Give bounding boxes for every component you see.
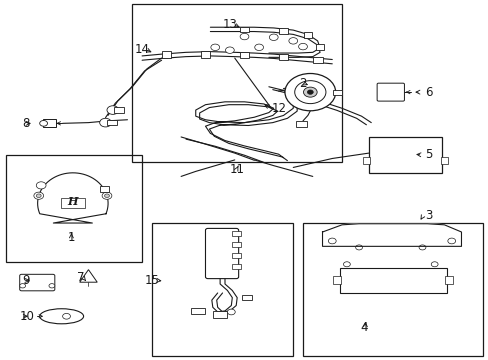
Circle shape [307, 90, 313, 94]
Bar [240, 27, 248, 32]
FancyBboxPatch shape [205, 228, 238, 279]
Circle shape [447, 238, 455, 244]
Bar [190, 308, 205, 314]
Bar [303, 223, 483, 356]
Circle shape [298, 43, 307, 50]
Bar [212, 311, 227, 318]
Polygon shape [322, 224, 461, 246]
Bar [440, 157, 447, 163]
Bar [242, 295, 251, 301]
Circle shape [36, 194, 41, 198]
Bar [362, 157, 369, 163]
Circle shape [355, 245, 362, 250]
Bar [152, 223, 293, 356]
Text: 4: 4 [360, 320, 367, 333]
Circle shape [40, 121, 47, 126]
Circle shape [303, 87, 317, 97]
Bar [161, 51, 171, 58]
Text: 10: 10 [19, 310, 34, 323]
Bar [231, 231, 240, 236]
Circle shape [343, 262, 349, 267]
Bar [114, 107, 124, 113]
Bar [296, 121, 306, 127]
Text: 11: 11 [229, 163, 244, 176]
Bar [231, 253, 240, 258]
Circle shape [285, 73, 335, 111]
Bar [332, 90, 341, 95]
Circle shape [34, 192, 43, 199]
Bar [200, 51, 210, 58]
Bar [445, 276, 452, 284]
Text: 6: 6 [424, 86, 431, 99]
Text: 14: 14 [134, 42, 149, 55]
Bar [42, 120, 56, 127]
Bar [100, 186, 109, 192]
Bar [315, 44, 324, 50]
Circle shape [328, 238, 335, 244]
Bar [231, 264, 240, 269]
Bar [312, 57, 322, 63]
Circle shape [227, 309, 235, 315]
Circle shape [240, 33, 248, 40]
Text: 5: 5 [424, 148, 431, 161]
Circle shape [104, 194, 109, 198]
Circle shape [418, 245, 425, 250]
Bar [61, 198, 85, 208]
Circle shape [288, 38, 297, 44]
Bar [339, 268, 446, 293]
Circle shape [210, 44, 219, 50]
Text: 1: 1 [67, 231, 75, 244]
Circle shape [102, 192, 112, 199]
Circle shape [225, 47, 234, 53]
Text: 8: 8 [22, 117, 30, 130]
Text: 3: 3 [424, 210, 431, 222]
Text: 13: 13 [222, 18, 237, 31]
Circle shape [36, 182, 46, 189]
Bar [231, 242, 240, 247]
Bar [278, 54, 288, 60]
Bar [107, 120, 117, 126]
Bar [279, 28, 287, 34]
Bar [132, 4, 341, 162]
Circle shape [49, 284, 55, 288]
Bar [368, 137, 441, 173]
Polygon shape [80, 270, 97, 282]
Bar [239, 52, 249, 58]
Ellipse shape [40, 309, 83, 324]
Text: 9: 9 [22, 274, 30, 287]
Circle shape [430, 262, 437, 267]
FancyBboxPatch shape [376, 83, 404, 101]
Circle shape [269, 34, 278, 41]
FancyBboxPatch shape [20, 274, 55, 291]
Circle shape [107, 106, 119, 114]
Bar [5, 155, 142, 262]
Text: 12: 12 [271, 103, 286, 116]
Circle shape [20, 284, 25, 288]
Text: 2: 2 [299, 77, 306, 90]
Text: 15: 15 [144, 274, 159, 287]
Bar [303, 32, 312, 38]
Text: 7: 7 [77, 271, 85, 284]
Circle shape [294, 81, 325, 104]
Text: H: H [67, 196, 78, 207]
Circle shape [100, 118, 111, 127]
Bar [332, 276, 340, 284]
Circle shape [62, 314, 70, 319]
Circle shape [254, 44, 263, 50]
